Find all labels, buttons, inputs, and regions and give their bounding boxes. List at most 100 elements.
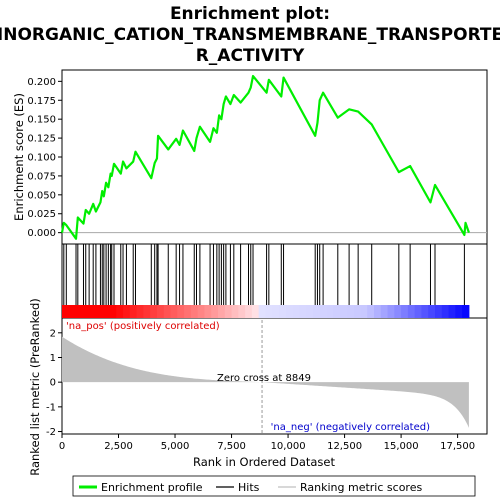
- metric-y-axis: -2 -1 0 1 2: [46, 328, 62, 438]
- band-segment: [401, 305, 409, 318]
- ranked-list-color-band: [62, 305, 470, 318]
- band-segment: [326, 305, 334, 318]
- legend-hits-label: Hits: [238, 481, 260, 494]
- band-segment: [129, 305, 138, 318]
- band-segment: [333, 305, 341, 318]
- band-segment: [319, 305, 327, 318]
- band-segment: [421, 305, 429, 318]
- band-segment: [211, 305, 219, 318]
- pos-correlated-label: 'na_pos' (positively correlated): [66, 321, 220, 332]
- chart-title-line3: R_ACTIVITY: [196, 46, 305, 66]
- chart-title-line1: Enrichment plot:: [170, 4, 330, 24]
- band-segment: [156, 305, 165, 318]
- band-segment: [414, 305, 422, 318]
- band-segment: [299, 305, 307, 318]
- band-segment: [353, 305, 361, 318]
- metric-tick-label: -1: [46, 402, 56, 413]
- ranking-metric-area: [62, 336, 469, 428]
- band-segment: [387, 305, 395, 318]
- band-segment: [441, 305, 450, 318]
- band-segment: [462, 305, 470, 318]
- band-segment: [292, 305, 300, 318]
- metric-tick-label: 2: [50, 328, 56, 339]
- x-axis: 0 2,500 5,000 7,500 10,000 12,500 15,000 17,500: [59, 434, 475, 452]
- x-tick-label: 17,500: [440, 441, 475, 452]
- band-segment: [75, 305, 83, 318]
- band-segment: [184, 305, 192, 318]
- band-segment: [285, 305, 294, 318]
- band-segment: [340, 305, 348, 318]
- band-segment: [197, 305, 205, 318]
- x-tick-label: 15,000: [384, 441, 419, 452]
- band-segment: [279, 305, 287, 318]
- x-tick-label: 0: [59, 441, 65, 452]
- x-axis-label: Rank in Ordered Dataset: [193, 455, 336, 469]
- es-tick-label: 0.175: [27, 96, 56, 107]
- band-segment: [245, 305, 253, 318]
- metric-tick-label: 0: [50, 378, 56, 389]
- band-segment: [68, 305, 77, 318]
- legend-es-label: Enrichment profile: [101, 481, 203, 494]
- band-segment: [428, 305, 436, 318]
- es-tick-label: 0.200: [27, 77, 56, 88]
- band-segment: [82, 305, 90, 318]
- band-segment: [394, 305, 402, 318]
- es-tick-label: 0.150: [27, 115, 56, 126]
- band-segment: [380, 305, 389, 318]
- band-segment: [170, 305, 178, 318]
- band-segment: [251, 305, 260, 318]
- band-segment: [224, 305, 233, 318]
- band-segment: [407, 305, 416, 318]
- enrichment-profile: [60, 74, 470, 240]
- band-segment: [89, 305, 97, 318]
- es-y-axis-label: Enrichment score (ES): [12, 93, 26, 221]
- band-segment: [265, 305, 273, 318]
- es-panel: [61, 69, 488, 245]
- band-segment: [312, 305, 321, 318]
- zero-cross-label: Zero cross at 8849: [217, 373, 311, 384]
- x-tick-label: 10,000: [271, 441, 306, 452]
- hit-marks: [63, 244, 465, 305]
- x-tick-label: 7,500: [217, 441, 246, 452]
- band-segment: [346, 305, 355, 318]
- es-tick-label: 0.000: [27, 228, 56, 239]
- band-segment: [448, 305, 456, 318]
- es-tick-label: 0.050: [27, 190, 56, 201]
- metric-y-axis-label: Ranked list metric (PreRanked): [28, 298, 42, 476]
- band-segment: [190, 305, 199, 318]
- x-tick-label: 12,500: [327, 441, 362, 452]
- band-segment: [163, 305, 172, 318]
- es-tick-label: 0.100: [27, 153, 56, 164]
- es-tick-label: 0.125: [27, 134, 56, 145]
- band-segment: [367, 305, 375, 318]
- es-line: [60, 74, 470, 240]
- metric-area-shape: [62, 336, 469, 428]
- es-tick-label: 0.075: [27, 171, 56, 182]
- band-segment: [95, 305, 104, 318]
- band-segment: [238, 305, 246, 318]
- legend: Enrichment profile Hits Ranking metric s…: [72, 475, 476, 497]
- band-segment: [123, 305, 131, 318]
- neg-correlated-label: 'na_neg' (negatively correlated): [271, 422, 430, 433]
- band-segment: [102, 305, 110, 318]
- band-segment: [217, 305, 226, 318]
- x-tick-label: 2,500: [104, 441, 133, 452]
- band-segment: [136, 305, 144, 318]
- band-segment: [258, 305, 266, 318]
- band-segment: [177, 305, 185, 318]
- band-segment: [373, 305, 382, 318]
- band-segment: [62, 305, 70, 318]
- band-segment: [435, 305, 443, 318]
- es-y-axis: 0.000 0.025 0.050 0.075 0.100 0.125 0.150 0.175…: [27, 77, 62, 239]
- chart-title-line2: INORGANIC_CATION_TRANSMEMBRANE_TRANSPORT…: [0, 25, 500, 45]
- band-segment: [231, 305, 239, 318]
- band-segment: [272, 305, 280, 318]
- band-segment: [360, 305, 368, 318]
- legend-metric-label: Ranking metric scores: [300, 481, 422, 494]
- band-segment: [306, 305, 314, 318]
- band-segment: [204, 305, 212, 318]
- band-segment: [455, 305, 463, 318]
- metric-tick-label: -2: [46, 427, 56, 438]
- x-tick-label: 5,000: [161, 441, 190, 452]
